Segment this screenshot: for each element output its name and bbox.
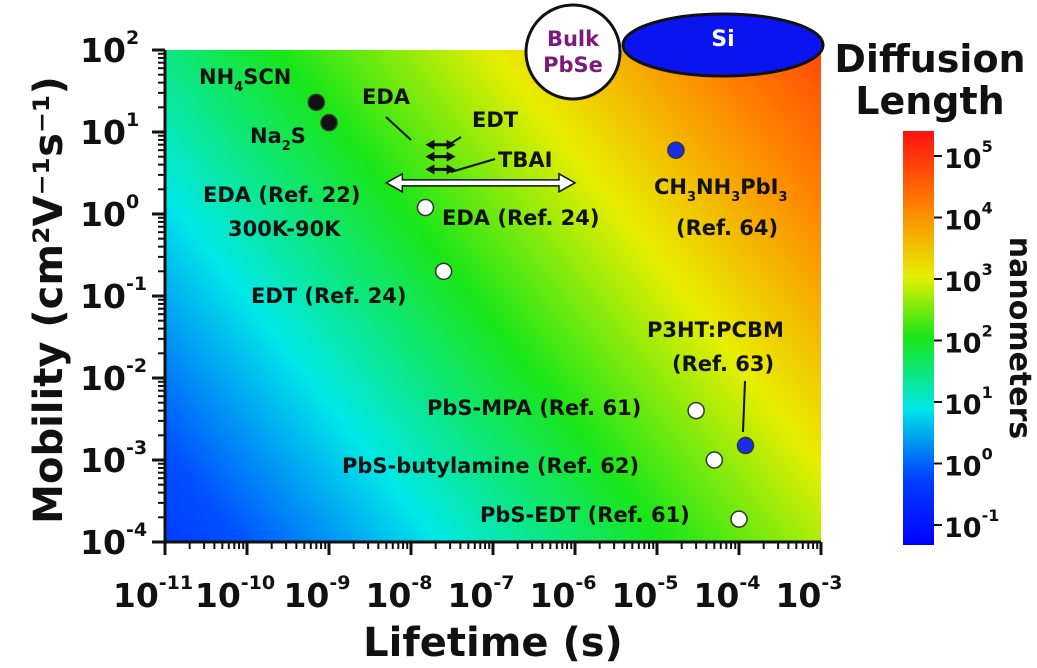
x-tick-label: 10-3 xyxy=(775,572,842,615)
label-leader-line xyxy=(385,116,412,141)
leader-lines xyxy=(385,116,746,433)
colorbar-tick-label: 101 xyxy=(944,383,993,421)
label-eda-ref22-temp: 300K-90K xyxy=(228,217,341,241)
label-eda-ref24: EDA (Ref. 24) xyxy=(442,206,599,230)
label-p3ht: P3HT:PCBM xyxy=(647,318,784,342)
data-point xyxy=(416,198,435,217)
label-mapi-ref: (Ref. 64) xyxy=(676,216,778,240)
y-tick-label: 102 xyxy=(80,27,139,70)
data-points xyxy=(307,93,755,528)
colorbar-tick-label: 100 xyxy=(944,445,993,483)
colorbar-tick-label: 103 xyxy=(944,260,993,298)
label-leader-line xyxy=(742,380,746,433)
annotation-labels: NH4SCN Na2S EDA EDT TBAI EDA (Ref. 22) 3… xyxy=(199,65,788,527)
label-pbs-edt: PbS-EDT (Ref. 61) xyxy=(480,503,690,527)
label-pbs-butylamine: PbS-butylamine (Ref. 62) xyxy=(342,454,639,478)
label-pbs-mpa: PbS-MPA (Ref. 61) xyxy=(427,396,641,420)
data-point xyxy=(667,141,685,159)
y-tick-label: 10-2 xyxy=(80,355,147,398)
colorbar-unit-label: nanometers xyxy=(1002,237,1037,440)
colorbar-tick-label: 105 xyxy=(944,137,993,175)
label-eda: EDA xyxy=(362,85,411,109)
data-point xyxy=(730,510,748,528)
x-tick-label: 10-4 xyxy=(693,572,760,615)
y-tick-label: 10-3 xyxy=(80,437,147,480)
colorbar: Diffusion Length 10510410310210110010-1 … xyxy=(834,37,1037,545)
label-edt: EDT xyxy=(472,108,519,132)
data-point xyxy=(320,113,338,132)
y-tick-label: 101 xyxy=(80,109,139,152)
data-point xyxy=(307,93,326,112)
label-leader-line xyxy=(446,136,462,147)
range-arrow xyxy=(425,151,456,162)
bulk-pbse-label-line1: Bulk xyxy=(547,27,600,51)
colorbar-ticks: 105 104 103 102 101 100 10-1 xyxy=(934,137,999,544)
data-point xyxy=(687,401,705,420)
x-tick-label: 10-5 xyxy=(611,572,678,615)
x-tick-label: 10-9 xyxy=(283,572,350,615)
data-point xyxy=(736,436,755,455)
x-axis-title: Lifetime (s) xyxy=(363,620,623,666)
y-axis-ticks: 10-4 10-3 10-2 10-1 100 101 102 xyxy=(80,27,165,562)
y-axis-title: Mobility (cm²V⁻¹s⁻¹) xyxy=(26,76,72,524)
label-tbai: TBAI xyxy=(498,148,552,172)
x-tick-label: 10-7 xyxy=(447,572,514,615)
colorbar-gradient xyxy=(903,131,934,545)
range-arrow xyxy=(384,172,577,194)
si-label: Si xyxy=(711,27,734,52)
si-region xyxy=(621,12,825,78)
label-leader-line xyxy=(450,158,496,173)
colorbar-tick-label: 10-1 xyxy=(944,506,999,544)
x-tick-label: 10-11 xyxy=(113,572,193,615)
x-tick-label: 10-10 xyxy=(195,572,275,615)
x-tick-label: 10-8 xyxy=(365,572,432,615)
colorbar-tick-label: 102 xyxy=(944,322,993,360)
material-regions: Bulk PbSe Si xyxy=(524,3,825,101)
label-eda-ref22: EDA (Ref. 22) xyxy=(203,183,360,207)
x-axis-ticks: 10-11 10-10 10-9 10-8 10-7 10-6 10-5 10-4 10-3 xyxy=(113,542,843,615)
label-edt-ref24: EDT (Ref. 24) xyxy=(251,284,407,308)
colorbar-title-line1: Diffusion xyxy=(834,37,1025,81)
y-tick-label: 10-4 xyxy=(80,519,147,562)
x-tick-label: 10-6 xyxy=(529,572,596,615)
data-point xyxy=(705,451,724,469)
data-point xyxy=(434,262,453,281)
label-p3ht-ref: (Ref. 63) xyxy=(672,352,774,376)
bulk-pbse-region xyxy=(524,3,622,101)
range-arrows xyxy=(384,139,577,194)
range-arrow xyxy=(425,164,456,175)
colorbar-tick-label: 104 xyxy=(944,199,993,237)
y-tick-label: 10-1 xyxy=(80,273,147,316)
y-tick-label: 100 xyxy=(80,191,139,234)
colorbar-title-line2: Length xyxy=(855,79,1004,123)
bulk-pbse-label-line2: PbSe xyxy=(543,53,603,77)
